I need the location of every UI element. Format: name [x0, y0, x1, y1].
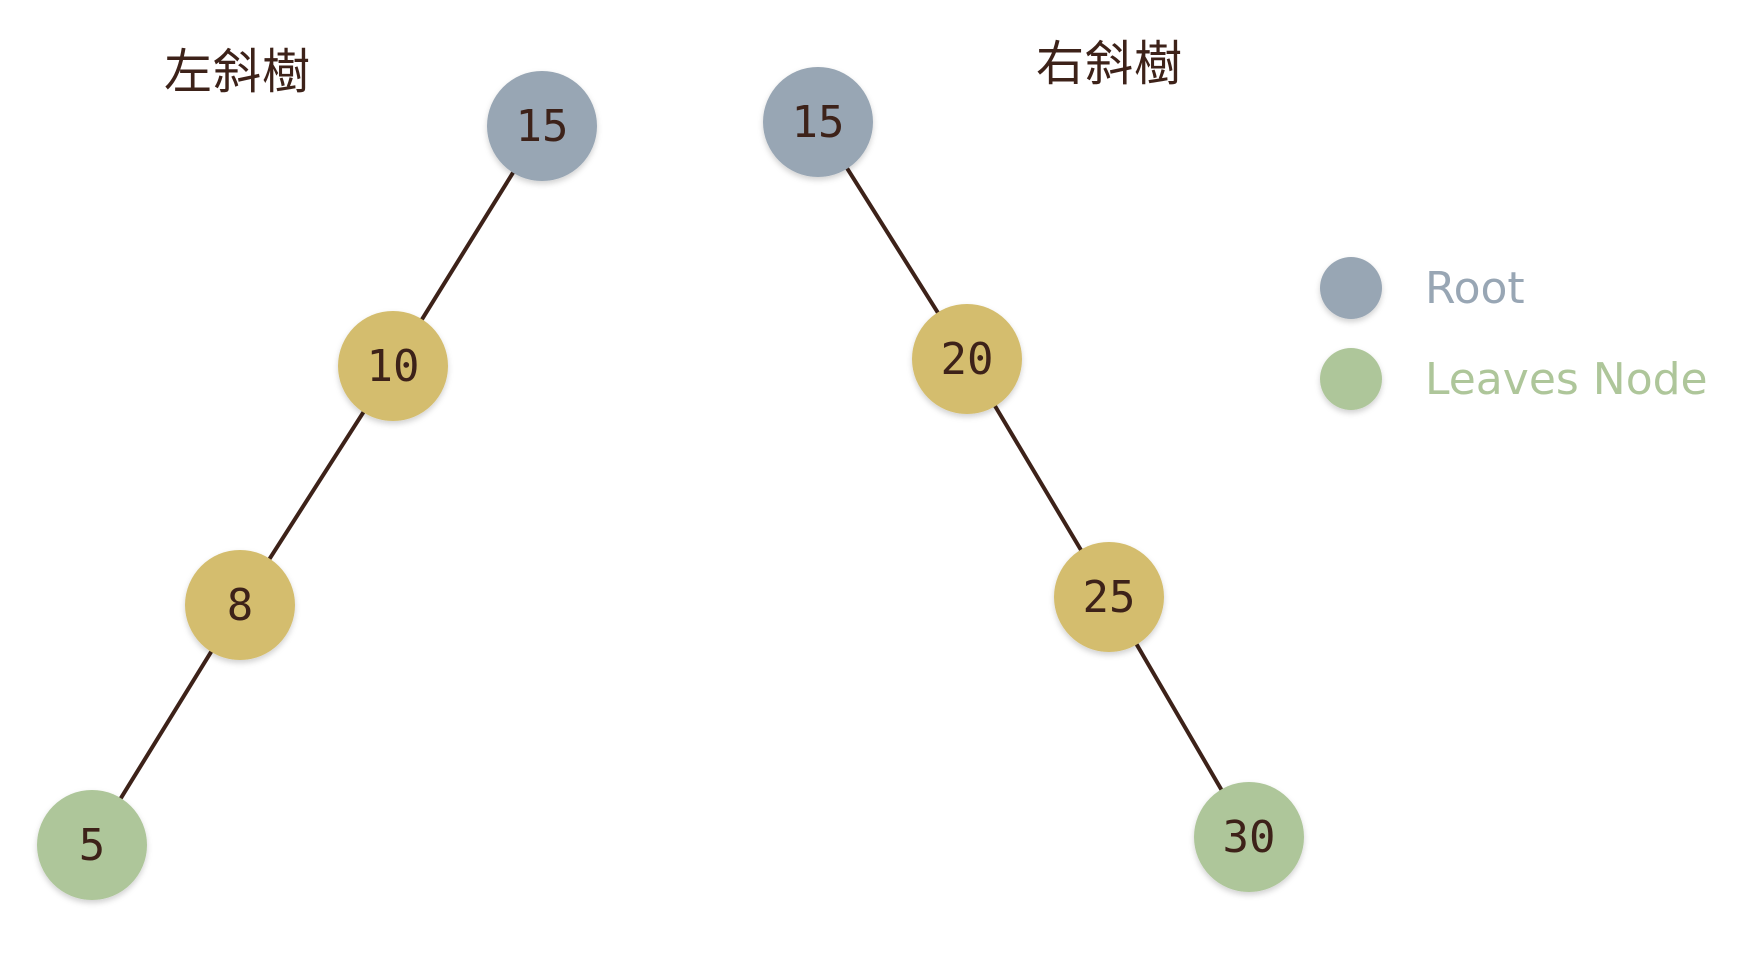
legend-swatch-leaf	[1320, 348, 1382, 410]
right-tree-node-20: 20	[912, 304, 1022, 414]
internal-node-circle	[338, 311, 448, 421]
legend: Root Leaves Node	[1320, 257, 1708, 410]
root-node-circle	[763, 67, 873, 177]
right-tree-edge-r20-r25	[993, 404, 1083, 552]
node-label: 15	[516, 101, 569, 152]
left-skewed-tree-title: 左斜樹	[164, 44, 312, 100]
leaf-node-circle	[37, 790, 147, 900]
node-label: 5	[79, 820, 106, 871]
right-tree-edge-r15-r20	[845, 166, 940, 315]
left-tree-node-8: 8	[185, 550, 295, 660]
left-tree-edge-l8-l5	[118, 649, 214, 801]
left-tree-node-5: 5	[37, 790, 147, 900]
internal-node-circle	[185, 550, 295, 660]
right-skewed-tree-title: 右斜樹	[1036, 36, 1184, 92]
legend-item-leaf: Leaves Node	[1320, 348, 1708, 410]
left-tree-node-15: 15	[487, 71, 597, 181]
leaf-node-circle	[1194, 782, 1304, 892]
node-label: 25	[1083, 572, 1136, 623]
legend-label-leaf: Leaves Node	[1425, 354, 1708, 405]
right-tree-edge-r25-r30	[1134, 642, 1224, 792]
left-tree-edge-l15-l10	[420, 170, 515, 322]
right-tree-node-15: 15	[763, 67, 873, 177]
node-label: 30	[1223, 812, 1276, 863]
legend-swatch-root	[1320, 257, 1382, 319]
edges-layer	[118, 166, 1224, 801]
legend-label-root: Root	[1425, 263, 1525, 314]
right-tree-node-30: 30	[1194, 782, 1304, 892]
node-label: 10	[367, 341, 420, 392]
right-tree-node-25: 25	[1054, 542, 1164, 652]
root-node-circle	[487, 71, 597, 181]
internal-node-circle	[1054, 542, 1164, 652]
node-label: 15	[792, 97, 845, 148]
left-tree-edge-l10-l8	[267, 410, 366, 561]
nodes-layer: 15 10 8 5 15 20 25 30	[37, 67, 1304, 900]
node-label: 20	[941, 334, 994, 385]
legend-item-root: Root	[1320, 257, 1525, 319]
internal-node-circle	[912, 304, 1022, 414]
left-tree-node-10: 10	[338, 311, 448, 421]
node-label: 8	[227, 580, 254, 631]
